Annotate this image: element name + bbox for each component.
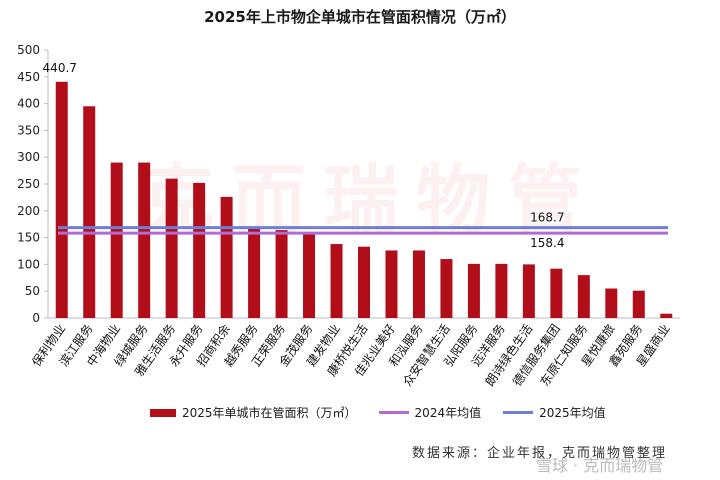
y-tick-label: 50 xyxy=(25,284,40,298)
bar xyxy=(138,162,151,318)
data-source-note: 数据来源：企业年报，克而瑞物管整理 xyxy=(412,446,668,461)
site-logo: 雪球 · 克而瑞物管 xyxy=(536,456,664,475)
legend: 2025年单城市在管面积（万㎡） 2024年均值 2025年均值 xyxy=(150,404,606,421)
bar xyxy=(110,162,123,318)
bar xyxy=(330,244,343,318)
legend-swatch-bars xyxy=(150,408,176,417)
bar xyxy=(495,263,508,318)
bar xyxy=(83,106,96,318)
bar xyxy=(248,228,261,318)
bar xyxy=(660,313,673,318)
y-tick-label: 250 xyxy=(17,177,40,191)
legend-label-avg-2025: 2025年均值 xyxy=(539,406,606,420)
bar xyxy=(467,263,480,318)
bar xyxy=(550,268,563,318)
y-tick-label: 300 xyxy=(17,150,40,164)
bar xyxy=(522,264,535,318)
data-label: 168.7 xyxy=(530,211,564,225)
y-tick-label: 500 xyxy=(17,43,40,57)
label-layer: 保利物业滨江服务中海物业绿城服务雅生活服务永升服务招商积余越秀服务正荣服务金茂服… xyxy=(29,61,673,389)
y-tick-label: 150 xyxy=(17,231,40,245)
bar xyxy=(412,250,425,318)
y-tick-label: 450 xyxy=(17,70,40,84)
bar xyxy=(275,230,288,318)
data-label: 440.7 xyxy=(43,61,77,75)
legend-swatch-avg-2024 xyxy=(378,411,409,414)
legend-label-avg-2024: 2024年均值 xyxy=(414,406,482,420)
y-tick-label: 400 xyxy=(17,97,40,111)
bar xyxy=(165,178,178,318)
bar xyxy=(303,234,316,318)
bar xyxy=(440,259,453,318)
y-tick-label: 350 xyxy=(17,123,40,137)
bar xyxy=(605,288,618,318)
bar-layer xyxy=(55,81,673,319)
bar xyxy=(55,81,68,319)
bar xyxy=(358,246,370,318)
bar xyxy=(577,275,590,318)
bar xyxy=(193,182,206,318)
legend-label-bars: 2025年单城市在管面积（万㎡） xyxy=(182,406,357,420)
bar xyxy=(220,196,233,318)
y-tick-label: 100 xyxy=(17,257,40,271)
legend-item-avg-2025: 2025年均值 xyxy=(503,404,606,421)
axis-layer: 0 50 100 150 200 250 300 350 400 450 500 xyxy=(17,43,680,325)
legend-item-bars: 2025年单城市在管面积（万㎡） xyxy=(150,404,357,421)
reference-line-layer xyxy=(58,226,668,235)
y-tick-label: 0 xyxy=(32,311,40,325)
bar xyxy=(385,250,398,318)
chart-title: 2025年上市物企单城市在管面积情况（万㎡） xyxy=(204,8,516,26)
legend-swatch-avg-2025 xyxy=(503,411,534,414)
legend-item-avg-2024: 2024年均值 xyxy=(378,404,482,421)
y-tick-label: 200 xyxy=(17,204,40,218)
data-label: 158.4 xyxy=(530,236,564,250)
bar xyxy=(632,290,645,318)
